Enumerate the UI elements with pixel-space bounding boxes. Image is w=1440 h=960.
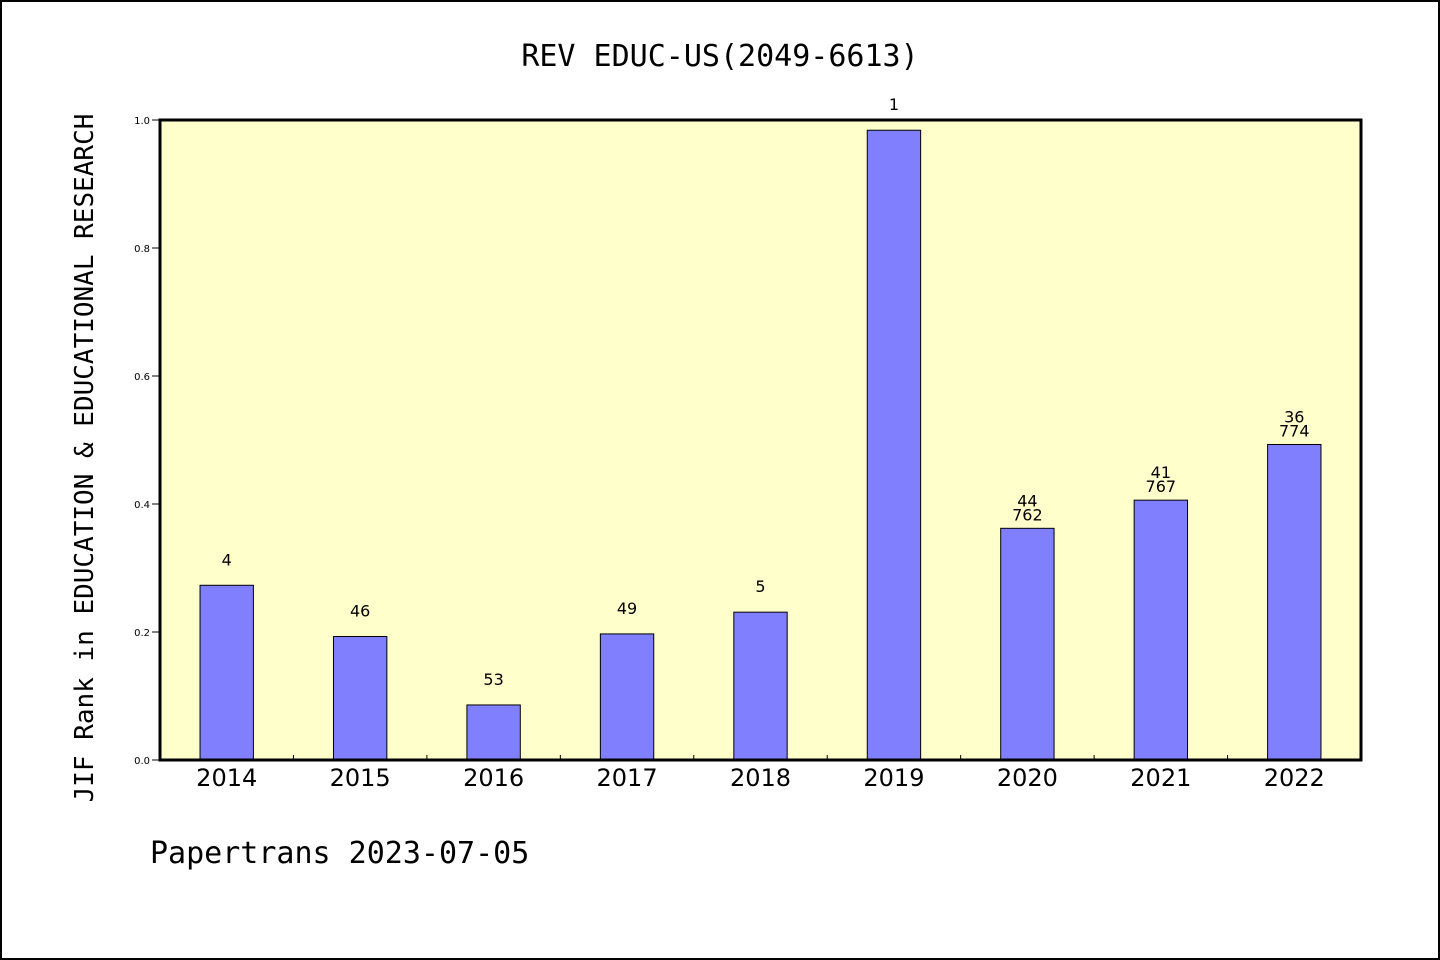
y-tick-label-0.6: 0.6 bbox=[134, 372, 150, 383]
chart-title: REV EDUC-US(2049-6613) bbox=[521, 39, 918, 74]
data-label-2020-1: 44 bbox=[1017, 491, 1037, 510]
x-tick-label-2022: 2022 bbox=[1264, 764, 1325, 792]
plot-border bbox=[158, 118, 1363, 762]
data-label-2022-1: 36 bbox=[1284, 407, 1304, 426]
x-tick-label-2019: 2019 bbox=[863, 764, 924, 792]
x-tick-label-2021: 2021 bbox=[1130, 764, 1191, 792]
y-tick-label-0.2: 0.2 bbox=[134, 628, 150, 639]
bars bbox=[199, 129, 1322, 761]
bar-2018 bbox=[733, 611, 788, 761]
bar-2017 bbox=[599, 633, 655, 761]
y-tick-label-0.4: 0.4 bbox=[134, 500, 150, 511]
bar-2020 bbox=[1000, 527, 1055, 761]
data-label-2021-1: 41 bbox=[1151, 463, 1171, 482]
bar-2015 bbox=[332, 635, 388, 761]
data-label-2016-1: 53 bbox=[483, 670, 503, 689]
data-label-2020-2: 762 bbox=[1012, 505, 1043, 524]
data-label-2019-1: 1 bbox=[889, 95, 899, 114]
y-tick-label-0.8: 0.8 bbox=[134, 244, 150, 255]
data-label-2022-2: 774 bbox=[1279, 421, 1310, 440]
data-label-2018-1: 5 bbox=[755, 577, 765, 596]
y-tick-label-1.0: 1.0 bbox=[134, 116, 150, 127]
y-axis-label: JIF Rank in EDUCATION & EDUCATIONAL RESE… bbox=[70, 114, 100, 803]
x-tick-label-2014: 2014 bbox=[196, 764, 257, 792]
bar-2019 bbox=[866, 129, 922, 761]
x-tick-label-2017: 2017 bbox=[597, 764, 658, 792]
bar-2021 bbox=[1133, 499, 1189, 761]
x-tick-label-2020: 2020 bbox=[997, 764, 1058, 792]
x-tick-label-2016: 2016 bbox=[463, 764, 524, 792]
data-label-2014-1: 4 bbox=[222, 550, 232, 569]
y-tick-label-0.0: 0.0 bbox=[134, 756, 150, 767]
footer-text: Papertrans 2023-07-05 bbox=[150, 836, 529, 871]
data-label-2017-1: 49 bbox=[617, 599, 637, 618]
bar-2022 bbox=[1267, 443, 1322, 761]
x-axis: 2014 2015 2016 2017 2018 2019 2020 2021 2022 bbox=[196, 755, 1325, 792]
x-tick-label-2018: 2018 bbox=[730, 764, 791, 792]
bar-2014 bbox=[199, 584, 254, 761]
data-label-2015-1: 46 bbox=[350, 601, 370, 620]
bar-2016 bbox=[466, 704, 521, 761]
x-tick-label-2015: 2015 bbox=[330, 764, 391, 792]
data-label-2021-2: 767 bbox=[1146, 477, 1177, 496]
